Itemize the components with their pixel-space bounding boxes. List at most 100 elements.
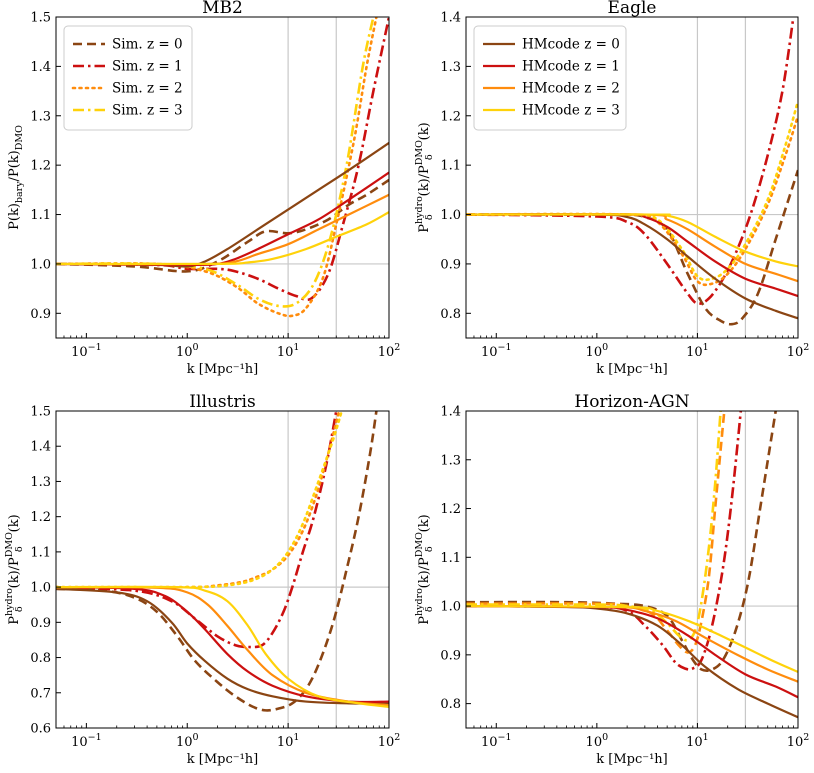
panel-title: Horizon-AGN bbox=[574, 392, 689, 412]
legend-label: Sim. z = 2 bbox=[112, 81, 183, 97]
x-axis-label: k [Mpc⁻¹h] bbox=[596, 362, 668, 377]
y-axis-label: Phydroδ(k)/PDMOδ(k) bbox=[4, 514, 25, 624]
x-tick-label: 101 bbox=[277, 732, 300, 750]
x-tick-label: 102 bbox=[378, 342, 401, 360]
y-tick-label: 1.0 bbox=[440, 600, 461, 615]
y-axis-label: P(k)bary/P(k)DMO bbox=[7, 125, 25, 230]
y-tick-label: 1.4 bbox=[440, 11, 461, 26]
x-axis-label: k [Mpc⁻¹h] bbox=[187, 362, 259, 377]
x-axis-label: k [Mpc⁻¹h] bbox=[187, 752, 259, 767]
y-axis-label: Phydroδ(k)/PDMOδ(k) bbox=[414, 514, 435, 624]
y-tick-label: 1.4 bbox=[30, 440, 51, 455]
panel-4: 10−1 100 101 102 0.8 0.9 1.0 1.1 1.2 1.3 1.4 Horizo… bbox=[414, 392, 809, 767]
series-group bbox=[466, 411, 798, 719]
series-line-hmcode-z-0 bbox=[466, 604, 798, 719]
legend-box bbox=[473, 25, 627, 131]
axes-frame bbox=[465, 410, 799, 729]
y-tick-label: 1.0 bbox=[440, 208, 461, 223]
x-tick-label: 100 bbox=[176, 732, 199, 750]
x-tick-label: 10−1 bbox=[481, 342, 512, 360]
y-tick-label: 1.5 bbox=[30, 11, 51, 26]
axes-frame bbox=[465, 16, 799, 339]
y-tick-label: 1.3 bbox=[440, 60, 461, 75]
y-tick-label: 1.3 bbox=[30, 475, 51, 490]
series-line-sim-z-1 bbox=[466, 17, 795, 305]
series-group bbox=[56, 17, 389, 318]
series-line-sim-z-0 bbox=[466, 169, 798, 326]
series-line-sim-z-3 bbox=[56, 411, 344, 589]
legend-label: Sim. z = 0 bbox=[112, 37, 183, 53]
y-tick-label: 0.9 bbox=[440, 648, 461, 663]
series-line-hmcode-z-3 bbox=[466, 604, 798, 673]
y-tick-label: 0.6 bbox=[30, 722, 51, 737]
series-line-sim-z-1 bbox=[56, 17, 389, 302]
series-line-sim-z-2 bbox=[466, 411, 726, 654]
series-line-hmcode-z-0 bbox=[56, 587, 389, 705]
x-axis-label: k [Mpc⁻¹h] bbox=[596, 752, 668, 767]
y-tick-label: 0.7 bbox=[30, 686, 51, 701]
series-line-sim-z-0 bbox=[56, 411, 378, 712]
legend-label: Sim. z = 1 bbox=[112, 59, 183, 75]
x-tick-label: 10−1 bbox=[71, 732, 102, 750]
x-tick-label: 100 bbox=[586, 342, 609, 360]
y-tick-label: 1.4 bbox=[30, 60, 51, 75]
y-tick-label: 0.9 bbox=[440, 257, 461, 272]
series-line-hmcode-z-0 bbox=[466, 213, 798, 320]
x-tick-label: 100 bbox=[176, 342, 199, 360]
y-tick-label: 1.2 bbox=[30, 510, 51, 525]
legend-label: HMcode z = 3 bbox=[522, 103, 620, 119]
panel-3: 10−1 100 101 102 0.6 0.7 0.8 0.9 1.0 1.1 1.2 1.3 1.4… bbox=[4, 392, 400, 767]
y-tick-label: 1.5 bbox=[30, 405, 51, 420]
legend-box bbox=[63, 25, 193, 131]
y-tick-label: 1.0 bbox=[30, 581, 51, 596]
x-tick-label: 102 bbox=[787, 732, 810, 750]
legend-label: HMcode z = 2 bbox=[522, 81, 620, 97]
y-tick-label: 0.8 bbox=[440, 697, 461, 712]
x-tick-label: 102 bbox=[378, 732, 401, 750]
panel-title: MB2 bbox=[202, 0, 243, 18]
y-tick-label: 0.8 bbox=[30, 651, 51, 666]
panel-1: 10−1 100 101 102 0.9 1.0 1.1 1.2 1.3 1.4 1.5 MB2 k [… bbox=[7, 0, 400, 377]
legend: Sim. z = 0 Sim. z = 1 Sim. z = 2 Sim. z = 3 bbox=[63, 25, 193, 131]
y-tick-label: 1.1 bbox=[440, 159, 461, 174]
y-tick-label: 1.1 bbox=[30, 208, 51, 223]
series-line-sim-z-0 bbox=[56, 178, 389, 273]
y-tick-label: 1.2 bbox=[440, 109, 461, 124]
legend-label: Sim. z = 3 bbox=[112, 103, 183, 119]
panel-title: Illustris bbox=[189, 392, 255, 412]
series-line-hmcode-z-1 bbox=[466, 213, 798, 298]
y-tick-label: 1.3 bbox=[440, 453, 461, 468]
y-tick-label: 0.9 bbox=[30, 307, 51, 322]
legend-label: HMcode z = 1 bbox=[522, 59, 620, 75]
series-line-hmcode-z-2 bbox=[466, 604, 798, 683]
series-group bbox=[466, 17, 798, 326]
y-tick-label: 0.8 bbox=[440, 307, 461, 322]
y-tick-label: 1.0 bbox=[30, 257, 51, 272]
legend-label: HMcode z = 0 bbox=[522, 37, 620, 53]
series-line-sim-z-3 bbox=[466, 411, 722, 642]
y-tick-label: 0.9 bbox=[30, 616, 51, 631]
x-tick-label: 10−1 bbox=[71, 342, 102, 360]
x-tick-label: 101 bbox=[277, 342, 300, 360]
x-tick-label: 100 bbox=[586, 732, 609, 750]
x-tick-label: 101 bbox=[686, 342, 709, 360]
series-line-sim-z-2 bbox=[56, 17, 378, 318]
series-line-hmcode-z-1 bbox=[466, 604, 798, 699]
series-line-hmcode-z-3 bbox=[56, 585, 389, 708]
x-tick-label: 10−1 bbox=[481, 732, 512, 750]
series-line-sim-z-2 bbox=[466, 114, 798, 287]
y-tick-label: 1.3 bbox=[30, 109, 51, 124]
x-tick-label: 102 bbox=[787, 342, 810, 360]
legend: HMcode z = 0 HMcode z = 1 HMcode z = 2 HMco… bbox=[473, 25, 627, 131]
y-axis-label: Phydroδ(k)/PDMOδ(k) bbox=[414, 122, 435, 232]
x-tick-label: 101 bbox=[686, 732, 709, 750]
y-tick-label: 1.4 bbox=[440, 405, 461, 420]
panel-2: 10−1 100 101 102 0.8 0.9 1.0 1.1 1.2 1.3 1.4 Eagle k… bbox=[414, 0, 809, 377]
series-line-hmcode-z-3 bbox=[466, 213, 798, 268]
series-line-sim-z-0 bbox=[466, 411, 777, 672]
axes-frame bbox=[55, 16, 390, 339]
series-line-hmcode-z-3 bbox=[56, 211, 389, 266]
panel-title: Eagle bbox=[608, 0, 657, 18]
y-tick-label: 1.2 bbox=[440, 502, 461, 517]
